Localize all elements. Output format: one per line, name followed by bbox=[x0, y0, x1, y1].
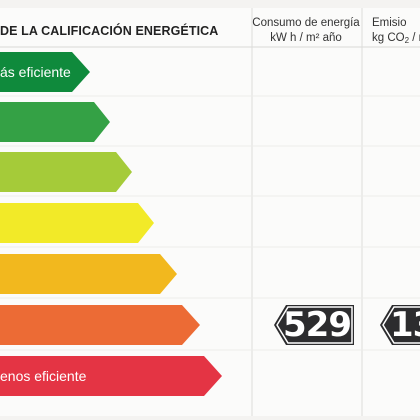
consumo-value-badge: 529 bbox=[274, 305, 358, 345]
section-title: DE LA CALIFICACIÓN ENERGÉTICA bbox=[0, 24, 219, 38]
consumo-header-line1: Consumo de energía bbox=[252, 17, 360, 29]
consumo-badge-arrow bbox=[274, 305, 354, 345]
scale-arrow-e bbox=[0, 254, 177, 294]
consumo-value: 529 bbox=[283, 305, 352, 345]
scale-arrow-g bbox=[0, 356, 222, 396]
emision-value-badge: 13 bbox=[380, 305, 420, 345]
scale-arrow-g-shape bbox=[0, 356, 222, 396]
scale-arrow-f-shape bbox=[0, 305, 200, 345]
scale-arrow-d-shape bbox=[0, 203, 154, 243]
scale-arrow-c-shape bbox=[0, 152, 132, 192]
scale-arrow-b-shape bbox=[0, 102, 110, 142]
scale-arrow-b bbox=[0, 102, 110, 142]
scale-arrow-d bbox=[0, 203, 154, 243]
emision-column-header: Emisio kg CO2 / m bbox=[372, 16, 420, 48]
scale-arrow-c bbox=[0, 152, 132, 192]
consumo-header-unit: kW h / m² año bbox=[270, 32, 342, 44]
scale-arrow-f bbox=[0, 305, 200, 345]
emision-header-unit: kg CO2 / m bbox=[372, 32, 420, 45]
scale-arrow-a-shape bbox=[0, 52, 90, 92]
consumo-column-header: Consumo de energía kW h / m² año bbox=[252, 16, 360, 46]
emision-header-line1: Emisio bbox=[372, 17, 407, 29]
scale-arrow-e-shape bbox=[0, 254, 177, 294]
scale-label-worst: enos eficiente bbox=[0, 368, 87, 384]
scale-label-best: ás eficiente bbox=[0, 64, 71, 80]
emision-value: 13 bbox=[390, 305, 420, 345]
emision-badge-arrow bbox=[380, 305, 420, 345]
scale-arrow-a bbox=[0, 52, 90, 92]
